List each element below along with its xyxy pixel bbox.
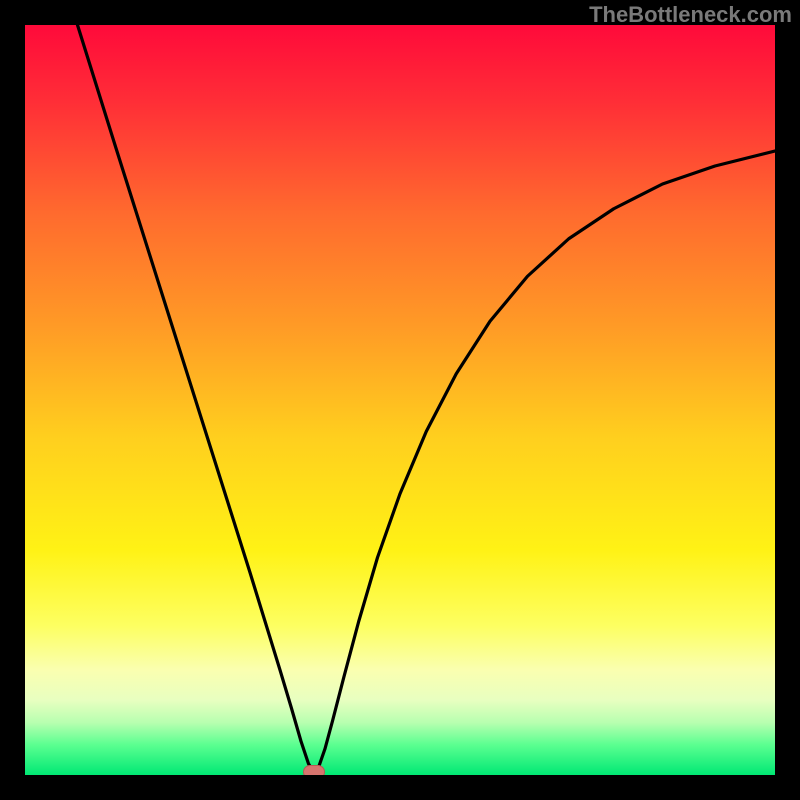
frame-left <box>0 0 25 800</box>
optimum-marker <box>303 765 325 775</box>
chart-container: TheBottleneck.com <box>0 0 800 800</box>
watermark-text: TheBottleneck.com <box>589 2 792 28</box>
frame-right <box>775 0 800 800</box>
bottleneck-curve <box>78 25 776 772</box>
plot-area <box>25 25 775 775</box>
frame-bottom <box>0 775 800 800</box>
curve-svg <box>25 25 775 775</box>
